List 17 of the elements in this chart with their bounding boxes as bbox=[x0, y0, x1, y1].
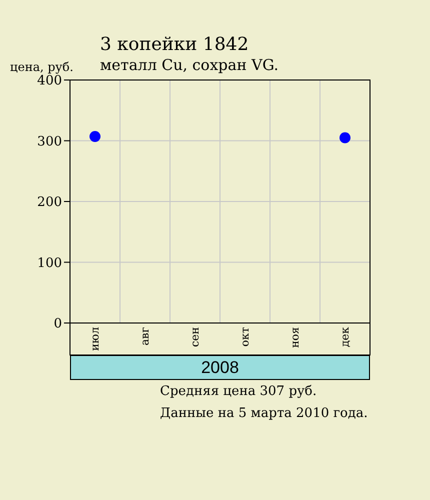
y-tick-label: 100 bbox=[37, 256, 62, 271]
x-tick-label: июл bbox=[88, 327, 102, 351]
y-tick-label: 300 bbox=[37, 134, 62, 150]
y-tick-label: 200 bbox=[37, 195, 62, 210]
chart-subtitle: металл Cu, сохран VG. bbox=[100, 56, 279, 74]
x-tick-label: ноя bbox=[288, 326, 302, 348]
x-tick-label: сен bbox=[188, 327, 202, 348]
x-tick-label: дек bbox=[338, 326, 352, 348]
y-axis-title: цена, руб. bbox=[10, 60, 74, 74]
text: Средняя цена 307 руб. bbox=[160, 384, 317, 399]
x-tick-label: окт bbox=[238, 327, 252, 347]
y-tick-label: 0 bbox=[54, 316, 62, 332]
x-tick-label: авг bbox=[138, 326, 152, 346]
text: Данные на 5 марта 2010 года. bbox=[160, 406, 368, 421]
y-tick-label: 400 bbox=[37, 74, 62, 89]
chart-title: 3 копейки 1842 bbox=[100, 34, 249, 55]
x-axis-title: 2008 bbox=[70, 355, 370, 380]
